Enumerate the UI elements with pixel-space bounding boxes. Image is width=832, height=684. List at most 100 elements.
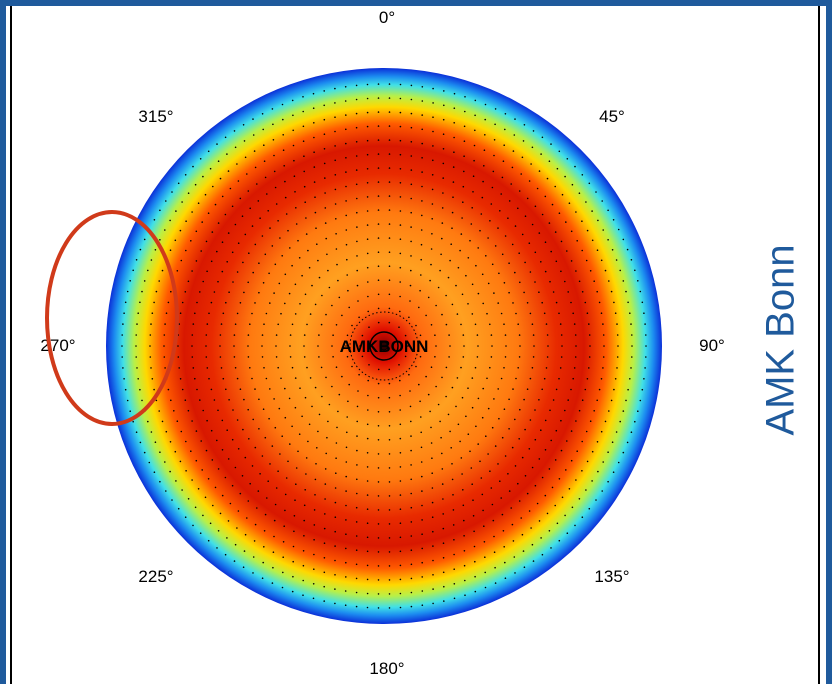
grid-dot (494, 566, 496, 569)
grid-dot (345, 547, 347, 550)
grid-dot (231, 205, 234, 208)
grid-dot (610, 399, 613, 402)
grid-dot (287, 460, 289, 463)
grid-dot (309, 313, 312, 315)
grid-dot (404, 334, 407, 337)
grid-dot (451, 463, 453, 465)
grid-dot (247, 408, 249, 411)
grid-dot (431, 487, 434, 489)
grid-dot (612, 471, 615, 474)
grid-dot (419, 400, 421, 403)
grid-dot (456, 377, 459, 379)
grid-dot (194, 377, 196, 380)
grid-dot (540, 261, 542, 263)
grid-dot (261, 356, 264, 358)
grid-dot (366, 522, 369, 524)
grid-dot (494, 123, 496, 126)
grid-dot (324, 498, 326, 500)
grid-dot (281, 103, 284, 106)
grid-dot (345, 533, 347, 535)
grid-dot (548, 530, 551, 532)
grid-dot (475, 264, 477, 267)
grid-dot (318, 334, 320, 336)
grid-dot (314, 211, 317, 214)
grid-dot (164, 323, 166, 325)
angle-label-0: 0° (379, 8, 395, 27)
grid-dot (630, 431, 633, 434)
grid-dot (190, 450, 192, 453)
grid-dot (613, 388, 615, 391)
grid-dot (149, 356, 152, 358)
grid-dot (504, 455, 507, 457)
grid-dot (303, 345, 305, 347)
grid-dot (453, 151, 455, 153)
grid-dot (581, 174, 584, 176)
grid-dot (522, 550, 525, 552)
grid-dot (584, 301, 587, 304)
grid-dot (217, 530, 220, 532)
grid-dot (261, 113, 264, 115)
grid-dot (164, 461, 166, 463)
grid-dot (255, 183, 258, 185)
grid-dot (377, 425, 380, 427)
grid-dot (173, 410, 175, 412)
grid-dot (185, 440, 187, 443)
grid-dot (504, 113, 507, 115)
grid-dot (471, 483, 474, 486)
grid-dot (122, 367, 124, 369)
grid-dot (129, 410, 131, 413)
grid-dot (291, 590, 294, 593)
grid-dot (239, 388, 242, 391)
grid-dot (442, 557, 445, 559)
grid-dot (356, 211, 358, 214)
grid-dot (377, 251, 380, 253)
grid-dot (564, 514, 566, 517)
grid-dot (367, 295, 369, 298)
grid-dot (461, 293, 464, 296)
grid-dot (432, 102, 434, 104)
grid-dot (139, 388, 141, 391)
grid-dot (614, 378, 617, 380)
grid-dot (377, 537, 380, 539)
grid-dot (399, 606, 402, 609)
grid-dot (442, 527, 445, 530)
grid-dot (474, 590, 477, 593)
grid-dot (356, 197, 358, 200)
grid-dot (205, 345, 207, 347)
grid-dot (487, 237, 489, 239)
grid-dot (161, 269, 164, 272)
grid-dot (524, 428, 526, 431)
grid-dot (519, 408, 521, 411)
grid-dot (570, 230, 573, 233)
grid-dot (534, 438, 537, 441)
grid-dot (197, 202, 200, 204)
grid-dot (313, 166, 316, 168)
grid-dot (559, 367, 562, 369)
grid-dot (421, 114, 424, 116)
grid-dot (462, 201, 464, 203)
grid-dot (575, 270, 577, 272)
grid-dot (294, 191, 296, 193)
grid-dot (335, 366, 338, 369)
center-dot (379, 341, 389, 351)
grid-dot (399, 494, 402, 496)
grid-dot (461, 473, 463, 475)
grid-dot (465, 415, 467, 418)
grid-dot (631, 334, 633, 336)
grid-dot (399, 379, 401, 382)
grid-dot (165, 490, 167, 492)
grid-dot (170, 290, 172, 293)
grid-dot (355, 549, 358, 551)
dotted-grid (121, 83, 647, 609)
grid-dot (320, 366, 323, 369)
grid-dot (356, 464, 358, 466)
angle-label-90: 90° (699, 336, 725, 355)
left-axis-rule (10, 6, 12, 684)
grid-dot (284, 180, 286, 183)
grid-dot (206, 419, 208, 422)
grid-dot (331, 304, 333, 307)
grid-dot (541, 136, 544, 139)
grid-dot (409, 390, 411, 392)
grid-dot (317, 430, 319, 433)
grid-dot (420, 446, 423, 449)
